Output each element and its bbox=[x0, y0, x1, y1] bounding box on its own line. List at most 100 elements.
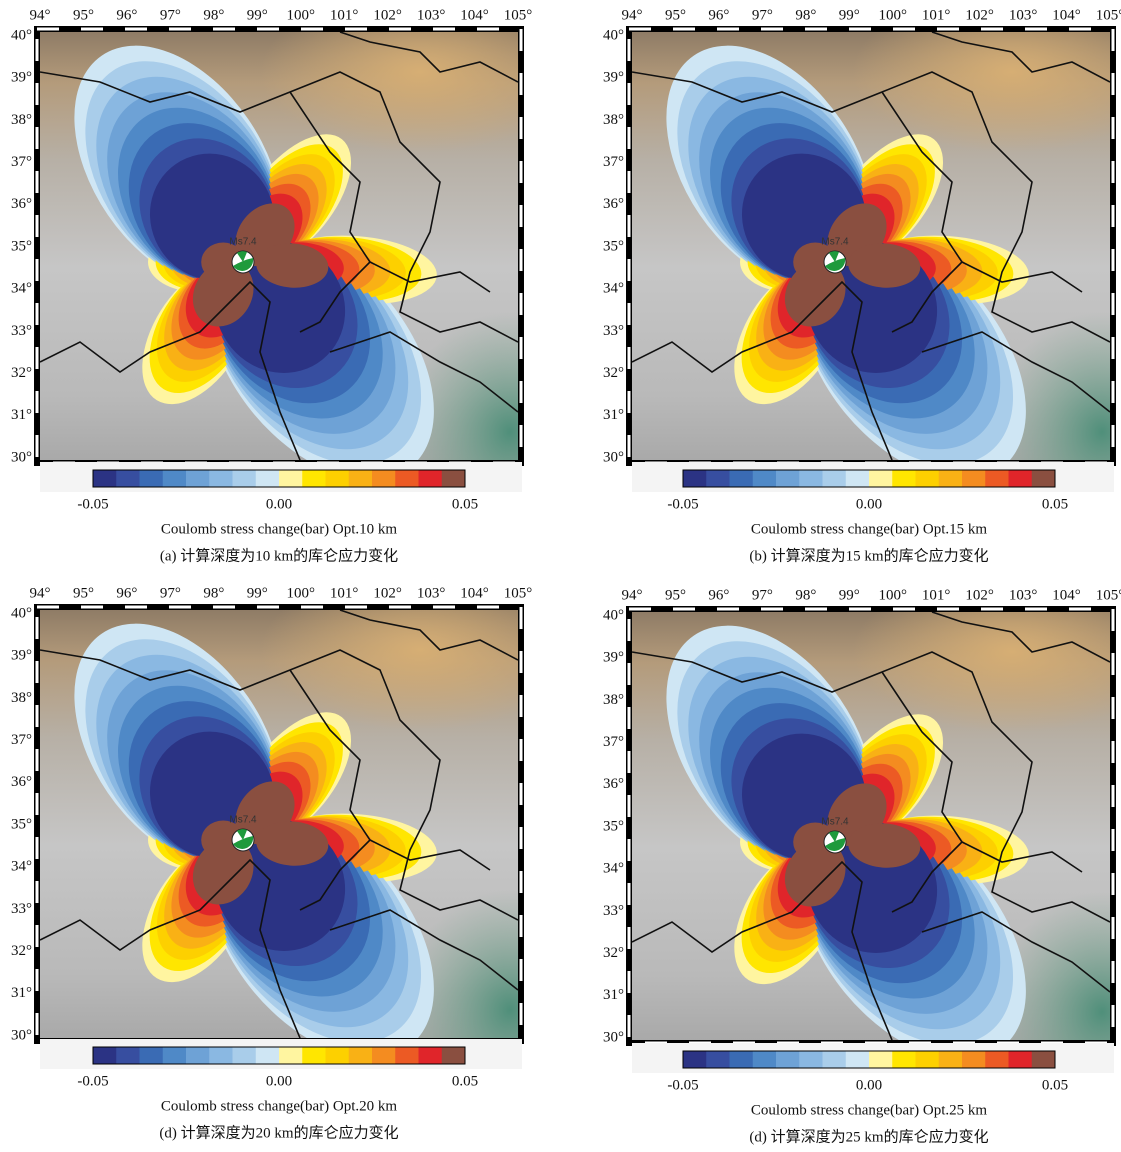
lat-label: 40° bbox=[11, 605, 32, 621]
terrain-basin bbox=[400, 890, 518, 1038]
lon-label: 100° bbox=[286, 7, 315, 23]
lat-label: 39° bbox=[603, 70, 624, 86]
focal-compression bbox=[233, 836, 254, 849]
lat-label: 34° bbox=[603, 281, 624, 297]
map-panel: Ms7.4 94° 95° 96° 97° 98° 99° 100° 101° 102° 103° 1… bbox=[603, 587, 1121, 1046]
lat-label: 39° bbox=[11, 648, 32, 664]
lat-label: 30° bbox=[11, 1027, 32, 1043]
colorbar-cell bbox=[116, 470, 140, 487]
border-line bbox=[931, 32, 1110, 83]
colorbar-cell bbox=[302, 470, 326, 487]
colorbar-tick-label: 0.05 bbox=[452, 1073, 478, 1089]
colorbar-tick-label: -0.05 bbox=[77, 496, 108, 512]
border-line bbox=[921, 911, 1110, 993]
focal-compression bbox=[237, 251, 247, 262]
lat-label: 37° bbox=[603, 734, 624, 750]
lon-label: 102° bbox=[965, 587, 994, 603]
lon-label: 99° bbox=[839, 587, 860, 603]
lon-label: 97° bbox=[752, 587, 773, 603]
colorbar-cell bbox=[395, 470, 419, 487]
colorbar-cell bbox=[799, 1051, 823, 1068]
colorbar-cell bbox=[776, 470, 800, 487]
colorbar-cell bbox=[186, 1047, 210, 1064]
colorbar-tick-label: -0.05 bbox=[667, 496, 698, 512]
colorbar-cell bbox=[706, 470, 730, 487]
colorbar-cell bbox=[139, 1047, 164, 1064]
lon-label: 103° bbox=[417, 7, 446, 23]
lon-label: 100° bbox=[878, 7, 907, 23]
colorbar-tick-label: 0.05 bbox=[1042, 1077, 1068, 1093]
colorbar-label: Coulomb stress change(bar) Opt.20 km bbox=[161, 1098, 398, 1114]
colorbar-cell bbox=[325, 470, 350, 487]
border-line bbox=[632, 280, 893, 460]
lat-label: 34° bbox=[603, 861, 624, 877]
colorbar-cell bbox=[799, 470, 823, 487]
colorbar-cell bbox=[1008, 470, 1033, 487]
colorbar-cell bbox=[348, 470, 373, 487]
focal-compression bbox=[233, 258, 254, 271]
colorbar-cell bbox=[1008, 1051, 1033, 1068]
colorbar-cell bbox=[752, 470, 777, 487]
lon-label: 102° bbox=[373, 7, 402, 23]
colorbar-cell bbox=[845, 470, 870, 487]
colorbar-tick-label: -0.05 bbox=[77, 1073, 108, 1089]
colorbar-cell bbox=[706, 1051, 730, 1068]
lat-label: 35° bbox=[603, 818, 624, 834]
lat-label: 31° bbox=[603, 987, 624, 1003]
event-label: Ms7.4 bbox=[821, 237, 849, 248]
lat-label: 37° bbox=[11, 154, 32, 170]
lat-label: 30° bbox=[11, 449, 32, 465]
colorbar-cell bbox=[232, 1047, 257, 1064]
border-line bbox=[632, 860, 893, 1040]
lon-label: 99° bbox=[839, 7, 860, 23]
lat-label: 31° bbox=[11, 407, 32, 423]
lat-label: 38° bbox=[11, 690, 32, 706]
lon-label: 95° bbox=[665, 7, 686, 23]
colorbar-tick-label: 0.00 bbox=[266, 1073, 292, 1089]
colorbar-cell bbox=[845, 1051, 870, 1068]
colorbar-cell bbox=[93, 470, 117, 487]
border-line bbox=[40, 649, 518, 921]
colorbar-cell bbox=[729, 470, 754, 487]
lat-label: 36° bbox=[11, 774, 32, 790]
panel-caption: (b) 计算深度为15 km的库仑应力变化 bbox=[749, 546, 988, 564]
event-label: Ms7.4 bbox=[821, 817, 849, 828]
panel-caption: (a) 计算深度为10 km的库仑应力变化 bbox=[160, 546, 398, 564]
colorbar-cell bbox=[776, 1051, 800, 1068]
positive-lobe bbox=[256, 821, 329, 866]
colorbar-tick-label: 0.00 bbox=[856, 1077, 882, 1093]
lon-label: 105° bbox=[504, 7, 533, 23]
map-area: Ms7.4 bbox=[632, 612, 1110, 1040]
lat-label: 34° bbox=[11, 281, 32, 297]
lon-label: 105° bbox=[1096, 587, 1121, 603]
border-line bbox=[289, 669, 372, 911]
colorbar-cell bbox=[116, 1047, 140, 1064]
lat-label: 35° bbox=[603, 238, 624, 254]
colorbar-cell bbox=[892, 1051, 916, 1068]
lon-label: 96° bbox=[116, 585, 137, 601]
lat-label: 38° bbox=[11, 112, 32, 128]
colorbar-label: Coulomb stress change(bar) Opt.25 km bbox=[751, 1102, 988, 1118]
colorbar-cell bbox=[683, 470, 707, 487]
colorbar-cell bbox=[1031, 1051, 1056, 1068]
lon-label: 104° bbox=[460, 7, 489, 23]
colorbar-border bbox=[682, 469, 1056, 488]
terrain-highland bbox=[852, 32, 1110, 152]
terrain-highland bbox=[852, 612, 1110, 732]
colorbar-cell bbox=[418, 1047, 443, 1064]
positive-lobe bbox=[848, 823, 921, 868]
positive-lobe bbox=[848, 243, 921, 288]
lat-label: 32° bbox=[603, 365, 624, 381]
border-line bbox=[40, 280, 301, 460]
lat-label: 32° bbox=[11, 365, 32, 381]
colorbar-cell bbox=[93, 1047, 117, 1064]
colorbar-cell bbox=[892, 470, 916, 487]
colorbar-cell bbox=[162, 1047, 187, 1064]
colorbar-cell bbox=[139, 470, 164, 487]
lon-label: 101° bbox=[922, 587, 951, 603]
lat-label: 36° bbox=[603, 776, 624, 792]
map-panel: Ms7.4 94° 95° 96° 97° 98° 99° 100° 101° 102° 103° 1… bbox=[11, 7, 533, 466]
lon-label: 95° bbox=[73, 7, 94, 23]
lon-label: 104° bbox=[460, 585, 489, 601]
colorbar-cell bbox=[938, 1051, 963, 1068]
